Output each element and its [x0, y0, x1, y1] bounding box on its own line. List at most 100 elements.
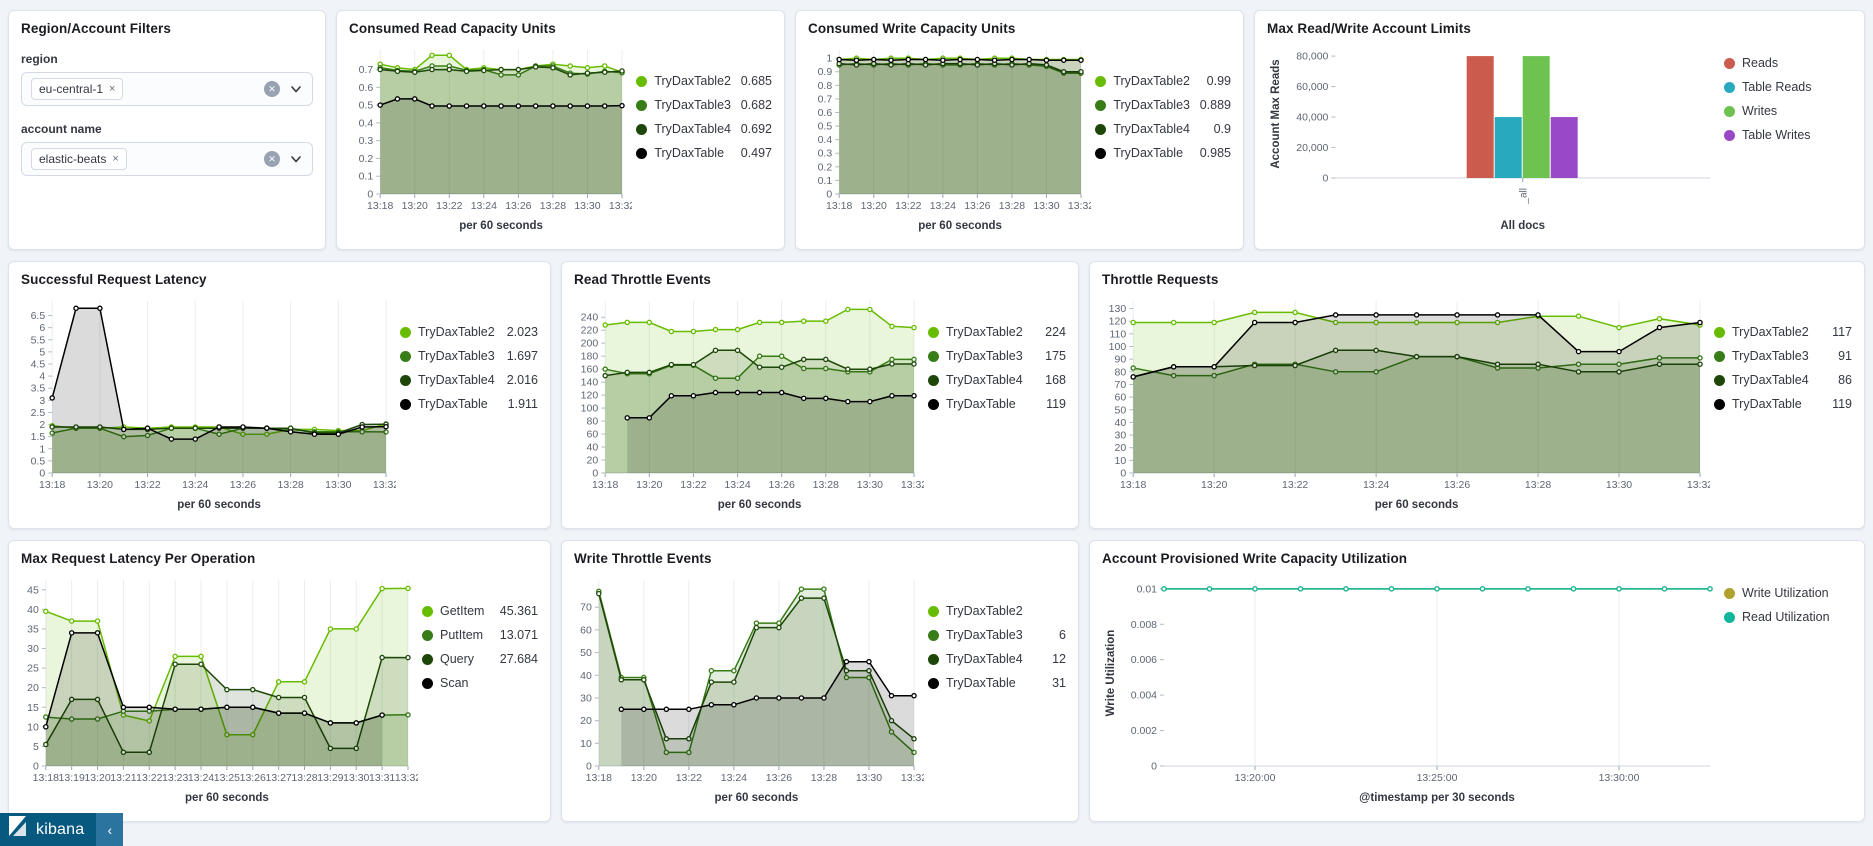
svg-text:6.5: 6.5 [31, 310, 46, 322]
chart-consumed-read-capacity: 13:18 13:20 13:22 13:24 13:26 13:28 13:30 13:32… [349, 36, 772, 234]
legend-item[interactable]: TryDaxTable3 91 [1714, 349, 1852, 363]
legend-color-dot [1714, 326, 1725, 338]
legend-series-value: 0.985 [1199, 146, 1231, 160]
panel-title: Max Request Latency Per Operation [21, 551, 256, 566]
svg-text:0.3: 0.3 [359, 135, 374, 147]
legend-item[interactable]: TryDaxTable2 [928, 604, 1066, 618]
account-combobox[interactable]: elastic-beats × ✕ [21, 142, 313, 176]
region-clear-button[interactable]: ✕ [264, 81, 280, 97]
chart-legend: TryDaxTable2 0.99 TryDaxTable3 0.889 TryDaxT… [1091, 40, 1231, 234]
legend-item[interactable]: TryDaxTable3 0.682 [636, 98, 772, 112]
svg-text:0.9: 0.9 [818, 66, 833, 78]
account-chevron-down-icon[interactable] [289, 152, 303, 166]
legend-item[interactable]: Read Utilization [1724, 610, 1852, 624]
legend-item[interactable]: TryDaxTable 0.985 [1095, 146, 1231, 160]
legend-series-value: 13.071 [499, 628, 538, 642]
svg-text:20,000: 20,000 [1296, 142, 1328, 154]
legend-item[interactable]: TryDaxTable 31 [928, 676, 1066, 690]
legend-item[interactable]: TryDaxTable 1.911 [400, 397, 538, 411]
chart-canvas: 13:18 13:20 13:22 13:24 13:26 13:28 13:30 13:32… [31, 301, 399, 511]
legend-item[interactable]: PutItem 13.071 [422, 628, 538, 642]
legend-item[interactable]: TryDaxTable 0.497 [636, 146, 772, 160]
legend-series-value: 12 [1052, 652, 1066, 666]
panel-consumed-write-capacity: Consumed Write Capacity Units 13:18 13:20… [795, 10, 1244, 250]
account-clear-button[interactable]: ✕ [264, 151, 280, 167]
svg-text:10: 10 [27, 721, 39, 733]
legend-item[interactable]: TryDaxTable 119 [1714, 397, 1852, 411]
region-combobox[interactable]: eu-central-1 × ✕ [21, 72, 313, 106]
legend-item[interactable]: TryDaxTable4 0.692 [636, 122, 772, 136]
svg-text:13:28: 13:28 [811, 772, 837, 784]
legend-item[interactable]: TryDaxTable4 12 [928, 652, 1066, 666]
legend-item[interactable]: TryDaxTable3 0.889 [1095, 98, 1231, 112]
legend-item[interactable]: Writes [1724, 104, 1852, 118]
svg-text:0.5: 0.5 [818, 121, 833, 133]
svg-text:0.006: 0.006 [1131, 654, 1157, 666]
svg-text:13:32: 13:32 [901, 479, 924, 491]
svg-text:13:24: 13:24 [182, 479, 208, 491]
svg-text:20: 20 [580, 715, 592, 727]
legend-item[interactable]: TryDaxTable3 175 [928, 349, 1066, 363]
legend-item[interactable]: TryDaxTable2 224 [928, 325, 1066, 339]
svg-text:30: 30 [27, 643, 39, 655]
svg-text:110: 110 [1109, 328, 1126, 340]
svg-text:70: 70 [1115, 379, 1127, 391]
svg-text:13:24: 13:24 [930, 200, 956, 212]
plot-area: 13:18 13:20 13:22 13:24 13:26 13:28 13:30 13:32… [574, 291, 927, 513]
legend-series-name: GetItem [440, 604, 485, 618]
legend-item[interactable]: TryDaxTable2 0.99 [1095, 74, 1231, 88]
svg-text:per 60 seconds: per 60 seconds [185, 792, 269, 804]
kibana-brand[interactable]: kibana [0, 813, 97, 846]
legend-series-value: 175 [1045, 349, 1066, 363]
legend-series-name: Scan [440, 676, 469, 690]
legend-item[interactable]: GetItem 45.361 [422, 604, 538, 618]
svg-text:13:32: 13:32 [609, 200, 632, 212]
account-field-label: account name [21, 122, 102, 136]
legend-item[interactable]: TryDaxTable2 2.023 [400, 325, 538, 339]
chart-canvas: 13:18 13:19 13:20 13:21 13:22 13:23 13:24 13:25… [27, 580, 421, 804]
legend-series-name: TryDaxTable2 [418, 325, 495, 339]
legend-item[interactable]: TryDaxTable4 2.016 [400, 373, 538, 387]
svg-text:13:28: 13:28 [277, 479, 303, 491]
svg-text:per 60 seconds: per 60 seconds [459, 220, 543, 232]
legend-series-name: TryDaxTable [946, 397, 1016, 411]
legend-item[interactable]: Scan [422, 676, 538, 690]
legend-item[interactable]: Table Writes [1724, 128, 1852, 142]
legend-item[interactable]: TryDaxTable2 0.685 [636, 74, 772, 88]
legend-series-name: TryDaxTable3 [654, 98, 731, 112]
svg-text:13:30: 13:30 [857, 479, 883, 491]
legend-item[interactable]: TryDaxTable3 1.697 [400, 349, 538, 363]
legend-color-dot [1724, 129, 1735, 141]
svg-text:10: 10 [1115, 455, 1127, 467]
region-chevron-down-icon[interactable] [289, 82, 303, 96]
svg-text:13:30: 13:30 [574, 200, 600, 212]
legend-color-dot [1724, 81, 1735, 93]
legend-item[interactable]: Reads [1724, 56, 1852, 70]
legend-color-dot [1714, 398, 1725, 410]
legend-item[interactable]: TryDaxTable3 6 [928, 628, 1066, 642]
legend-item[interactable]: TryDaxTable4 168 [928, 373, 1066, 387]
sidebar-collapse-button[interactable]: ‹ [96, 813, 124, 846]
legend-item[interactable]: TryDaxTable4 0.9 [1095, 122, 1231, 136]
svg-text:0.7: 0.7 [359, 64, 374, 76]
svg-text:0: 0 [586, 761, 592, 773]
legend-item[interactable]: Table Reads [1724, 80, 1852, 94]
svg-text:20: 20 [587, 455, 599, 467]
account-tag-remove-icon[interactable]: × [112, 152, 119, 165]
panel-throttle-requests: Throttle Requests 13:18 13:20 13:22 13:24 13… [1089, 261, 1865, 529]
svg-text:30: 30 [1115, 430, 1127, 442]
legend-item[interactable]: Query 27.684 [422, 652, 538, 666]
svg-text:120: 120 [1109, 316, 1127, 328]
svg-text:4.5: 4.5 [31, 358, 46, 370]
svg-text:0: 0 [826, 189, 832, 201]
svg-text:30: 30 [580, 692, 592, 704]
legend-item[interactable]: TryDaxTable 119 [928, 397, 1066, 411]
legend-item[interactable]: TryDaxTable2 117 [1714, 325, 1852, 339]
svg-text:13:22: 13:22 [1282, 479, 1308, 491]
legend-item[interactable]: Write Utilization [1724, 586, 1852, 600]
legend-item[interactable]: TryDaxTable4 86 [1714, 373, 1852, 387]
region-tag-remove-icon[interactable]: × [109, 82, 116, 95]
svg-text:200: 200 [581, 338, 599, 350]
legend-series-value: 0.99 [1206, 74, 1231, 88]
region-tag-label: eu-central-1 [39, 82, 104, 96]
